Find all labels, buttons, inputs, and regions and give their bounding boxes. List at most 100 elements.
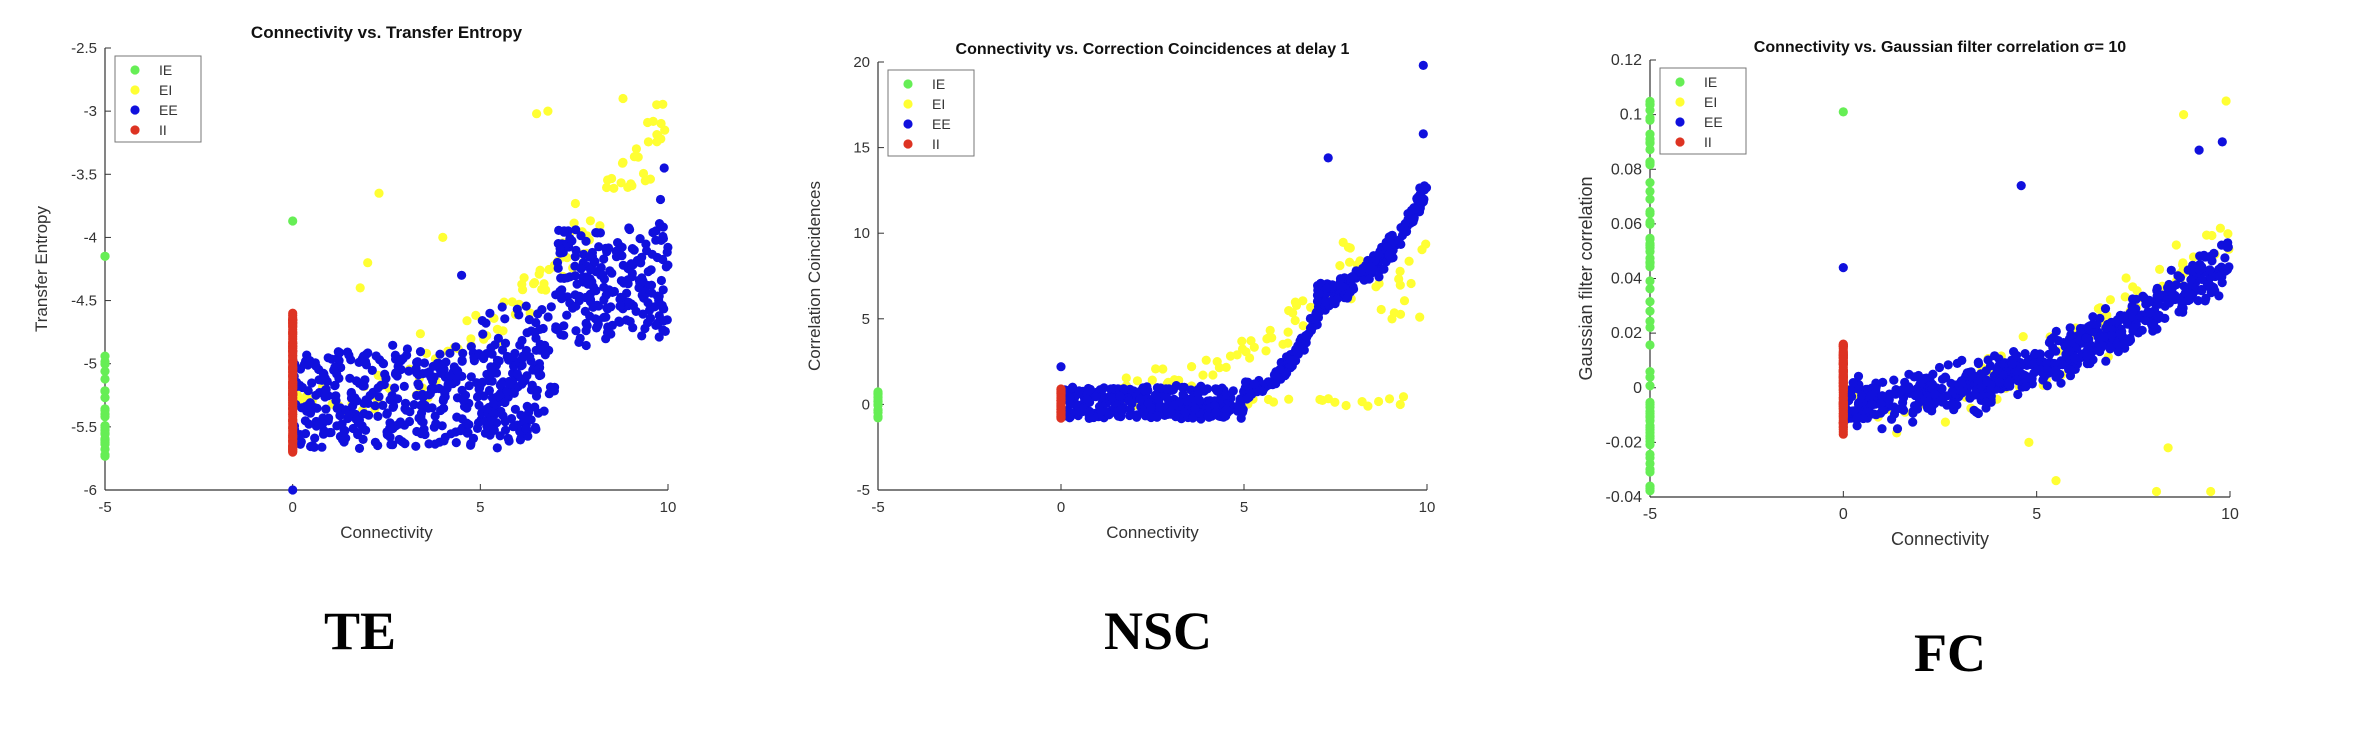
te-chart: Connectivity vs. Transfer Entropy -5 0 5 10 -… xyxy=(32,23,676,542)
data-point-ee xyxy=(543,312,553,322)
data-point-ee xyxy=(414,381,424,391)
data-point-ee xyxy=(352,396,362,406)
data-point-ee xyxy=(2186,275,2196,285)
legend-marker-ie xyxy=(130,65,140,75)
data-point-ee xyxy=(482,404,492,414)
data-point-ee xyxy=(1155,402,1165,412)
data-point-ee xyxy=(2065,323,2075,333)
data-point-ee xyxy=(1312,296,1323,306)
data-point-ee xyxy=(1240,377,1251,387)
legend-marker-ii xyxy=(903,139,913,149)
data-point-ee xyxy=(1853,399,1864,409)
data-point-ei xyxy=(2121,273,2131,283)
data-point-ee xyxy=(321,404,331,414)
data-point-ee xyxy=(476,378,486,388)
data-point-ee xyxy=(1957,355,1967,365)
data-point-ee xyxy=(1928,379,1938,390)
data-point-ee xyxy=(1292,348,1302,358)
data-point-ee xyxy=(307,441,318,451)
data-point-ee xyxy=(1190,404,1200,414)
data-point-ee xyxy=(1169,400,1179,410)
data-point-ee xyxy=(498,411,508,421)
data-point-ee xyxy=(1384,249,1395,259)
points-layer xyxy=(100,93,673,495)
data-point-ee xyxy=(627,244,638,254)
data-point-ee xyxy=(332,403,342,413)
data-point-ee xyxy=(1981,397,1991,408)
data-point-ee xyxy=(409,400,419,410)
legend: IE EI EE II xyxy=(887,69,975,157)
y-axis-label: Gaussian filter correlation xyxy=(1576,176,1596,380)
data-point-ee xyxy=(503,433,513,444)
data-point-ee xyxy=(662,247,672,257)
data-point-ee xyxy=(468,433,479,443)
data-point-ee xyxy=(565,233,575,244)
data-point-ee xyxy=(515,435,526,445)
data-point-ee xyxy=(389,401,399,411)
data-point-ei xyxy=(1158,364,1168,374)
data-point-ee xyxy=(1858,413,1868,424)
data-point-ee xyxy=(1877,391,1887,401)
data-point-ee xyxy=(2011,350,2022,360)
data-point-ee xyxy=(1995,377,2005,387)
data-point-ie xyxy=(1645,340,1655,350)
data-point-ee xyxy=(353,428,363,438)
data-point-ee xyxy=(400,439,410,449)
data-point-ee xyxy=(557,290,567,300)
data-point-ie xyxy=(873,392,883,402)
data-point-ee xyxy=(455,426,466,436)
legend-marker-ie xyxy=(903,79,913,89)
data-point-ee xyxy=(424,390,434,400)
data-point-ee xyxy=(559,226,569,236)
data-point-ee xyxy=(424,367,434,377)
data-point-ee xyxy=(466,440,476,450)
data-point-ee xyxy=(404,366,414,376)
data-point-ii xyxy=(288,308,298,318)
y-tick-label: -5.5 xyxy=(71,419,97,436)
caption-nsc: NSC xyxy=(1103,601,1213,661)
data-point-ee xyxy=(351,376,361,386)
data-point-ee xyxy=(2160,313,2170,323)
data-point-ei xyxy=(1343,242,1353,252)
data-point-ei xyxy=(2093,304,2103,314)
data-point-ee xyxy=(1146,412,1156,423)
data-point-ee xyxy=(615,301,625,311)
data-point-ee xyxy=(1928,369,1938,379)
data-point-ee xyxy=(1401,227,1412,237)
data-point-ee xyxy=(2193,296,2203,306)
data-point-ee xyxy=(1909,372,1919,382)
data-point-ee xyxy=(1115,391,1125,401)
data-point-ee xyxy=(1082,394,1092,404)
data-point-ee xyxy=(378,400,388,410)
data-point-ie xyxy=(1645,372,1655,382)
data-point-ee xyxy=(382,408,392,418)
data-point-ei xyxy=(1357,397,1367,407)
data-point-ie xyxy=(100,439,110,449)
legend-label-ee: EE xyxy=(159,102,178,118)
data-point-ee xyxy=(574,337,584,347)
data-point-ee xyxy=(385,418,395,428)
data-point-ee xyxy=(556,273,566,283)
data-point-ei xyxy=(1341,400,1351,411)
x-tick-label: 5 xyxy=(2032,506,2041,523)
data-point-ee xyxy=(508,388,519,398)
data-point-ee xyxy=(344,410,354,420)
data-point-ie xyxy=(1645,436,1655,446)
data-point-ee xyxy=(1163,409,1173,419)
x-tick-label: 0 xyxy=(288,499,296,516)
data-point-ee xyxy=(1249,379,1259,389)
data-point-ei xyxy=(1208,370,1218,380)
data-point-ee xyxy=(396,356,406,366)
data-point-ee xyxy=(2088,312,2098,322)
data-point-ee xyxy=(370,401,380,411)
data-point-ei xyxy=(1225,351,1236,361)
legend-box xyxy=(887,69,975,157)
data-point-ee xyxy=(1867,400,1877,410)
x-tick-label: 5 xyxy=(476,499,484,516)
data-point-ee xyxy=(576,231,586,241)
data-point-ee xyxy=(480,428,490,438)
data-point-ee xyxy=(485,308,495,318)
data-point-ee xyxy=(2097,332,2107,342)
legend-box xyxy=(1659,67,1747,155)
y-axis-label: Transfer Entropy xyxy=(32,206,51,332)
